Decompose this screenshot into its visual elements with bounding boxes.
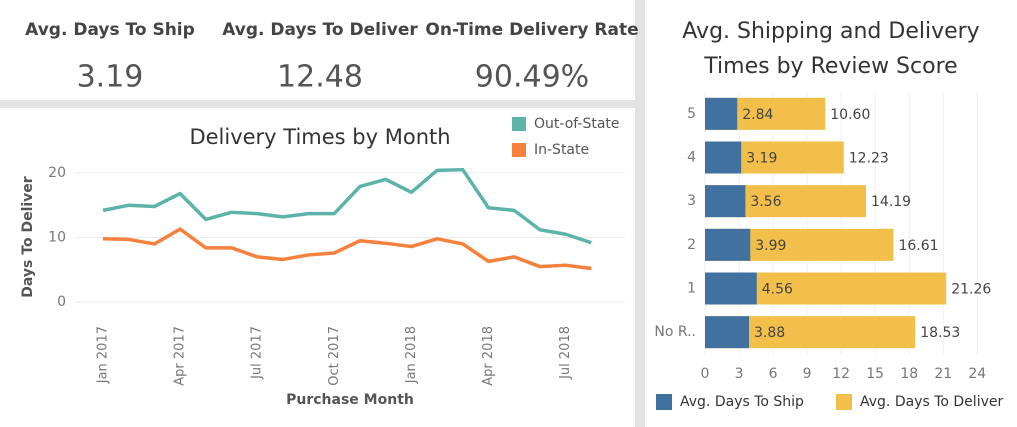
bar: [705, 316, 750, 349]
data-label: 3.19: [746, 151, 777, 167]
kpi-label: Avg. Days To Deliver: [222, 20, 418, 40]
kpi-value: 90.49%: [475, 60, 589, 95]
x-axis-label: Purchase Month: [286, 392, 414, 408]
chart-title: Avg. Shipping and Delivery Times by Revi…: [682, 19, 980, 79]
x-tick-label: Apr 2018: [481, 326, 496, 386]
x-tick-label: 0: [701, 366, 710, 382]
legend-swatch: [512, 143, 526, 157]
legend-swatch: [836, 394, 852, 410]
bar: [705, 228, 751, 261]
y-axis-label: Days To Deliver: [20, 176, 36, 297]
data-label: 12.23: [849, 151, 889, 167]
data-label: 3.88: [754, 325, 785, 341]
y-tick-label: 1: [687, 281, 696, 297]
kpi-value: 12.48: [277, 60, 363, 95]
data-label: 3.56: [750, 194, 781, 210]
line: [102, 227, 592, 271]
x-tick-label: 24: [968, 366, 986, 382]
legend-label: In-State: [534, 142, 589, 158]
data-label: 14.19: [871, 194, 911, 210]
y-tick-label: 20: [48, 165, 66, 181]
x-tick-label: Apr 2017: [173, 326, 188, 386]
x-tick-label: 12: [832, 366, 850, 382]
x-tick-label: Jul 2018: [558, 326, 573, 380]
y-tick-label: 4: [687, 150, 696, 166]
bar: [705, 272, 757, 305]
x-tick-label: Jan 2018: [404, 326, 419, 384]
legend-label: Avg. Days To Ship: [680, 394, 804, 410]
data-label: 10.60: [830, 107, 870, 123]
x-tick-label: Jul 2017: [250, 326, 265, 380]
line: [102, 167, 592, 245]
legend-label: Out-of-State: [534, 116, 620, 132]
kpi-label: Avg. Days To Ship: [25, 20, 195, 40]
x-tick-label: 18: [900, 366, 918, 382]
y-tick-label: No R..: [654, 324, 696, 340]
kpi-value: 3.19: [77, 60, 144, 95]
x-tick-label: 6: [769, 366, 778, 382]
data-label: 4.56: [762, 282, 793, 298]
data-label: 3.99: [755, 238, 786, 254]
y-tick-label: 3: [687, 193, 696, 209]
x-tick-label: Oct 2017: [327, 326, 342, 386]
data-label: 21.26: [951, 282, 991, 298]
legend-label: Avg. Days To Deliver: [860, 394, 1003, 410]
y-tick-label: 10: [48, 230, 66, 246]
data-label: 2.84: [742, 107, 773, 123]
x-tick-label: 9: [803, 366, 812, 382]
x-tick-label: 21: [934, 366, 952, 382]
kpi-panel: [0, 0, 635, 100]
bar: [705, 141, 742, 174]
data-label: 16.61: [898, 238, 938, 254]
bar: [705, 97, 738, 130]
x-tick-label: 15: [866, 366, 884, 382]
x-tick-label: Jan 2017: [96, 326, 111, 384]
kpi-label: On-Time Delivery Rate: [425, 20, 638, 40]
y-tick-label: 0: [57, 294, 66, 310]
line-panel: [0, 108, 635, 427]
y-tick-label: 5: [687, 106, 696, 122]
x-tick-label: 3: [735, 366, 744, 382]
legend-swatch: [512, 117, 526, 131]
chart-title: Delivery Times by Month: [189, 125, 450, 149]
y-tick-label: 2: [687, 237, 696, 253]
data-label: 18.53: [920, 325, 960, 341]
legend-swatch: [656, 394, 672, 410]
bar: [705, 185, 746, 218]
